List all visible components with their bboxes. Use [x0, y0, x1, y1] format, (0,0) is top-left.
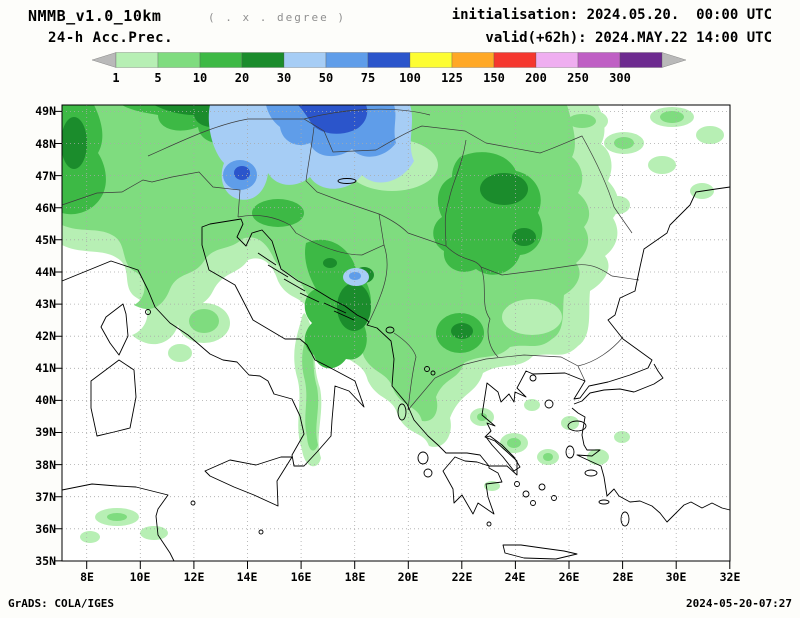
lat-label: 43N	[35, 297, 56, 311]
model-title: NMMB_v1.0_10km	[28, 7, 162, 25]
lat-label: 46N	[35, 201, 56, 215]
coastline-anatolia-marmara	[573, 363, 664, 405]
lon-label: 26E	[559, 570, 580, 584]
lat-label: 36N	[35, 522, 56, 536]
lon-label: 20E	[398, 570, 419, 584]
colorbar-level-label: 50	[319, 71, 333, 85]
colorbar-right-arrow	[661, 52, 687, 68]
colorbar-level-label: 250	[567, 71, 589, 85]
colorbar-level-label: 125	[441, 71, 463, 85]
colorbar-level-label: 5	[154, 71, 161, 85]
island-corsica	[100, 303, 129, 356]
lon-label: 30E	[666, 570, 687, 584]
lat-label: 41N	[35, 361, 56, 375]
colorbar-labels: 1 5 10 20 30 50 75 100 125 150 200 250 3…	[112, 71, 630, 85]
precipitation-shading	[62, 105, 724, 543]
lakes	[337, 178, 436, 376]
colorbar-level-label: 200	[525, 71, 547, 85]
colorbar-level-label: 150	[483, 71, 505, 85]
island-sardinia	[90, 359, 137, 437]
lon-label: 14E	[237, 570, 258, 584]
coastline-europe	[61, 186, 731, 515]
islands-dalmatian	[257, 252, 355, 321]
lon-label: 22E	[452, 570, 473, 584]
island-euboea	[485, 435, 521, 472]
lon-label: 12E	[184, 570, 205, 584]
lat-label: 44N	[35, 265, 56, 279]
island-sicily	[204, 456, 293, 507]
lat-label: 37N	[35, 490, 56, 504]
lon-label: 24E	[505, 570, 526, 584]
valid-time: valid(+62h): 2024.MAY.22 14:00 UTC	[485, 30, 772, 46]
lat-label: 48N	[35, 137, 56, 151]
coastline-north-africa	[61, 483, 175, 562]
lat-label: 35N	[35, 554, 56, 568]
lon-label: 18E	[345, 570, 366, 584]
initialisation-time: initialisation: 2024.05.20. 00:00 UTC	[451, 7, 772, 23]
colorbar-level-label: 20	[235, 71, 249, 85]
lat-label: 39N	[35, 425, 56, 439]
creation-timestamp: 2024-05-20-07:27	[686, 597, 792, 610]
lat-label: 40N	[35, 393, 56, 407]
latitude-axis: 49N 48N 47N 46N 45N 44N 43N 42N 41N 40N …	[35, 104, 56, 568]
country-borders	[61, 108, 640, 411]
lon-label: 10E	[130, 570, 151, 584]
lat-label: 45N	[35, 233, 56, 247]
colorbar-level-label: 10	[193, 71, 207, 85]
colorbar-level-label: 100	[399, 71, 421, 85]
colorbar-level-label: 1	[112, 71, 119, 85]
map-frame	[61, 104, 731, 562]
colorbar-level-label: 30	[277, 71, 291, 85]
lat-label: 42N	[35, 329, 56, 343]
coastlines	[61, 178, 731, 562]
lon-label: 16E	[291, 570, 312, 584]
grads-credit: GrADS: COLA/IGES	[8, 597, 114, 610]
longitude-axis: 8E 10E 12E 14E 16E 18E 20E 22E 24E 26E 2…	[80, 570, 740, 584]
precip-layer-75-100mm	[234, 105, 368, 180]
resolution-note: ( . x . degree )	[208, 11, 346, 24]
colorbar-scale	[92, 52, 687, 68]
colorbar-level-label: 75	[361, 71, 375, 85]
graticule	[62, 105, 730, 561]
coastline-anatolia-aegean	[571, 407, 731, 523]
map-area	[61, 104, 731, 562]
lat-label: 38N	[35, 458, 56, 472]
colorbar: 1 5 10 20 30 50 75 100 125 150 200 250 3…	[92, 52, 687, 85]
axis-ticks	[54, 110, 731, 569]
lon-label: 28E	[613, 570, 634, 584]
lat-label: 47N	[35, 169, 56, 183]
lon-label: 8E	[80, 570, 94, 584]
island-crete	[502, 544, 578, 560]
islands-aegean	[145, 309, 630, 535]
lat-label: 49N	[35, 104, 56, 118]
product-title: 24-h Acc.Prec.	[48, 30, 174, 46]
colorbar-level-label: 300	[609, 71, 631, 85]
lon-label: 32E	[720, 570, 741, 584]
